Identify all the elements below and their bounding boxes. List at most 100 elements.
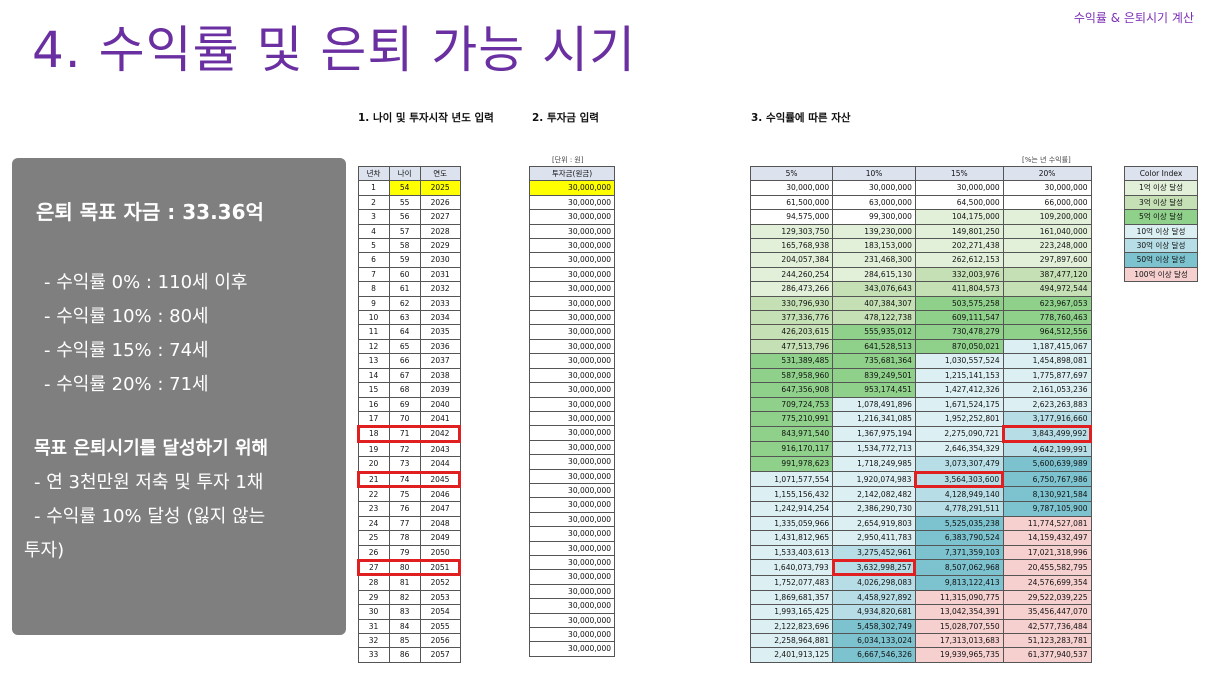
table-row: 2,401,913,125 6,667,546,326 19,939,965,735… bbox=[749, 647, 1092, 663]
table-row: 9 62 2033 bbox=[357, 295, 461, 312]
cell-year-index: 31 bbox=[357, 618, 390, 635]
cell-calendar-year: 2053 bbox=[419, 589, 461, 606]
cell-asset-value: 1,216,341,085 bbox=[832, 410, 916, 427]
col-header-principal: 투자금(원금) bbox=[529, 165, 615, 182]
cell-age: 77 bbox=[388, 515, 421, 532]
table-row: 28 81 2052 bbox=[357, 574, 461, 591]
cell-principal: 30,000,000 bbox=[529, 266, 615, 283]
cell-asset-value: 503,575,258 bbox=[914, 295, 1004, 312]
table-row: 30,000,000 bbox=[529, 180, 615, 196]
cell-asset-value: 4,458,927,892 bbox=[832, 589, 916, 606]
table-row: 7 60 2031 bbox=[357, 266, 461, 283]
cell-asset-value: 1,335,059,966 bbox=[749, 515, 834, 532]
section-1-title: 1. 나이 및 투자시작 년도 입력 bbox=[358, 112, 494, 124]
investment-table: 투자금(원금) 30,000,000 30,000,000 30,000,000 30… bbox=[529, 165, 615, 657]
cell-asset-value: 1,993,165,425 bbox=[749, 604, 834, 620]
table-row: 1억 이상 달성 bbox=[1124, 180, 1198, 196]
cell-asset-value: 9,813,122,413 bbox=[914, 574, 1004, 591]
cell-age: 83 bbox=[388, 604, 421, 620]
cell-principal: 30,000,000 bbox=[529, 569, 615, 585]
cell-year-index: 19 bbox=[357, 441, 390, 458]
table-row: 30억 이상 달성 bbox=[1124, 238, 1198, 254]
cell-asset-value: 139,230,000 bbox=[832, 223, 916, 240]
cell-year-index: 7 bbox=[357, 266, 390, 283]
cell-calendar-year: 2029 bbox=[419, 238, 461, 254]
cell-year-index: 5 bbox=[357, 238, 390, 254]
cell-age: 63 bbox=[388, 310, 421, 326]
cell-asset-value: 94,575,000 bbox=[749, 209, 834, 225]
cell-asset-value: 735,681,364 bbox=[832, 353, 916, 369]
cell-asset-value: 555,935,012 bbox=[832, 324, 916, 340]
table-row: 1,431,812,965 2,950,411,783 6,383,790,524 1… bbox=[749, 530, 1092, 546]
cell-asset-value: 3,632,998,257 bbox=[831, 558, 917, 577]
cell-asset-value: 494,972,544 bbox=[1002, 281, 1092, 297]
cell-asset-value: 61,500,000 bbox=[749, 194, 834, 211]
cell-calendar-year: 2032 bbox=[419, 281, 461, 297]
table-row: 916,170,117 1,534,772,713 2,646,354,329 4,6… bbox=[749, 441, 1092, 458]
cell-asset-value: 1,215,141,153 bbox=[914, 367, 1004, 384]
table-row: 30,000,000 bbox=[529, 439, 615, 456]
cell-asset-value: 843,971,540 bbox=[749, 425, 834, 443]
cell-asset-value: 109,200,000 bbox=[1002, 209, 1092, 225]
cell-age: 75 bbox=[388, 486, 421, 503]
cell-principal: 30,000,000 bbox=[529, 641, 615, 657]
cell-year-index: 32 bbox=[357, 632, 390, 649]
table-row: 30,000,000 bbox=[529, 353, 615, 369]
cell-asset-value: 14,159,432,497 bbox=[1002, 530, 1092, 546]
color-index-item: 30억 이상 달성 bbox=[1124, 238, 1198, 254]
cell-asset-value: 24,576,699,354 bbox=[1002, 574, 1092, 591]
cell-asset-value: 262,612,153 bbox=[914, 252, 1004, 268]
cell-age: 57 bbox=[388, 223, 421, 240]
cell-asset-value: 2,950,411,783 bbox=[832, 530, 916, 546]
cell-asset-value: 477,513,796 bbox=[749, 338, 834, 355]
cell-asset-value: 2,161,053,236 bbox=[1002, 382, 1092, 398]
table-row: 647,356,908 953,174,451 1,427,412,326 2,161… bbox=[749, 382, 1092, 398]
cell-asset-value: 1,534,772,713 bbox=[832, 441, 916, 458]
table-row: 30,000,000 bbox=[529, 612, 615, 629]
color-index-item: 10억 이상 달성 bbox=[1124, 223, 1198, 240]
cell-year-index: 22 bbox=[357, 486, 390, 503]
table-row: 1 54 2025 bbox=[357, 180, 461, 196]
cell-asset-value: 2,654,919,803 bbox=[832, 515, 916, 532]
cell-year-index: 15 bbox=[357, 382, 390, 398]
cell-age: 60 bbox=[388, 266, 421, 283]
cell-principal: 30,000,000 bbox=[529, 367, 615, 384]
cell-principal: 30,000,000 bbox=[529, 223, 615, 240]
table-row: 1,242,914,254 2,386,290,730 4,778,291,511 9… bbox=[749, 501, 1092, 517]
table-row: 30,000,000 bbox=[529, 324, 615, 340]
cell-year-index: 14 bbox=[357, 367, 390, 384]
cell-asset-value: 1,242,914,254 bbox=[749, 501, 834, 517]
cell-asset-value: 13,042,354,391 bbox=[914, 604, 1004, 620]
table-row: 21 74 2045 bbox=[356, 470, 461, 488]
cell-asset-value: 991,978,623 bbox=[749, 456, 834, 473]
cell-principal: 30,000,000 bbox=[529, 238, 615, 254]
cell-calendar-year: 2038 bbox=[419, 367, 461, 384]
cell-principal: 30,000,000 bbox=[529, 626, 615, 643]
cell-asset-value: 4,128,949,140 bbox=[914, 486, 1004, 503]
age-year-table: 년차 나이 연도 1 54 2025 2 55 2026 3 56 2027 4 57 2028 5 58… bbox=[356, 165, 461, 663]
cell-asset-value: 3,843,499,992 bbox=[1002, 425, 1092, 443]
color-index-item: 100억 이상 달성 bbox=[1124, 266, 1198, 283]
cell-asset-value: 63,000,000 bbox=[832, 194, 916, 211]
cell-age: 68 bbox=[388, 382, 421, 398]
cell-age: 56 bbox=[388, 209, 421, 225]
table-row: 2,122,823,696 5,458,302,749 15,028,707,550… bbox=[749, 618, 1092, 635]
cell-asset-value: 11,315,090,775 bbox=[914, 589, 1004, 606]
table-row: 991,978,623 1,718,249,985 3,073,307,479 5,6… bbox=[749, 456, 1092, 473]
cell-year-index: 29 bbox=[357, 589, 390, 606]
cell-asset-value: 377,336,776 bbox=[749, 310, 834, 326]
cell-age: 62 bbox=[388, 295, 421, 312]
col-header-year-index: 년차 bbox=[357, 165, 390, 182]
table-row: 165,768,938 183,153,000 202,271,438 223,248… bbox=[749, 238, 1092, 254]
cell-year-index: 4 bbox=[357, 223, 390, 240]
table-row: 32 85 2056 bbox=[357, 632, 461, 649]
table-row: 8 61 2032 bbox=[357, 281, 461, 297]
cell-asset-value: 1,640,073,793 bbox=[749, 559, 834, 576]
cell-asset-value: 964,512,556 bbox=[1002, 324, 1092, 340]
cell-calendar-year: 2042 bbox=[419, 425, 461, 443]
unit-label-rate: [%는 년 수익률] bbox=[1022, 156, 1071, 164]
cell-calendar-year: 2031 bbox=[419, 266, 461, 283]
cell-asset-value: 1,718,249,985 bbox=[832, 456, 916, 473]
cell-asset-value: 411,804,573 bbox=[914, 281, 1004, 297]
cell-asset-value: 730,478,279 bbox=[914, 324, 1004, 340]
